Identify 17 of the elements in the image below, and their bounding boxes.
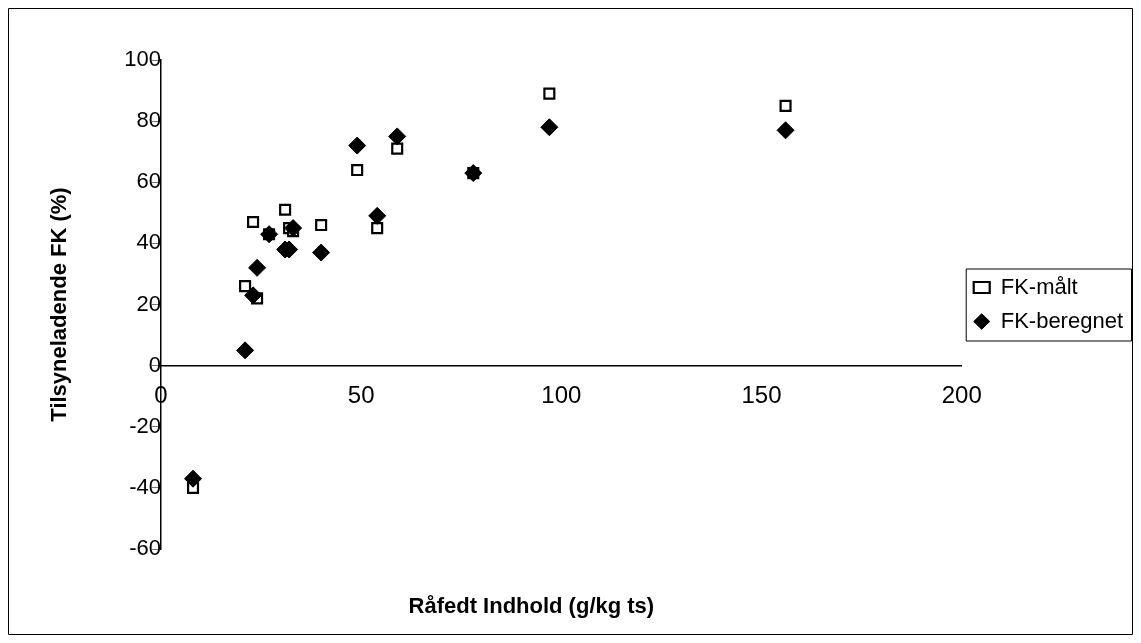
y-tick-label: 80 [136,107,161,133]
y-tick-label: -20 [129,412,161,438]
legend-label: FK-beregnet [1000,307,1124,333]
y-tick-label: -60 [129,535,161,561]
x-tick-label: 100 [541,380,582,408]
x-tick-label: 200 [941,380,982,408]
y-axis-title: Tilsyneladende FK (%) [46,187,72,422]
x-tick-label: 150 [741,380,782,408]
x-tick-label: 50 [347,380,375,408]
y-tick-label: 40 [136,229,161,255]
y-tick-label: -40 [129,473,161,499]
y-tick-label: 100 [124,46,161,72]
x-axis-title: Råfedt Indhold (g/kg ts) [408,593,655,619]
y-tick-label: 0 [148,351,161,377]
legend-label: FK-målt [1000,273,1078,299]
y-tick-label: 60 [136,168,161,194]
y-tick-label: 20 [136,290,161,316]
